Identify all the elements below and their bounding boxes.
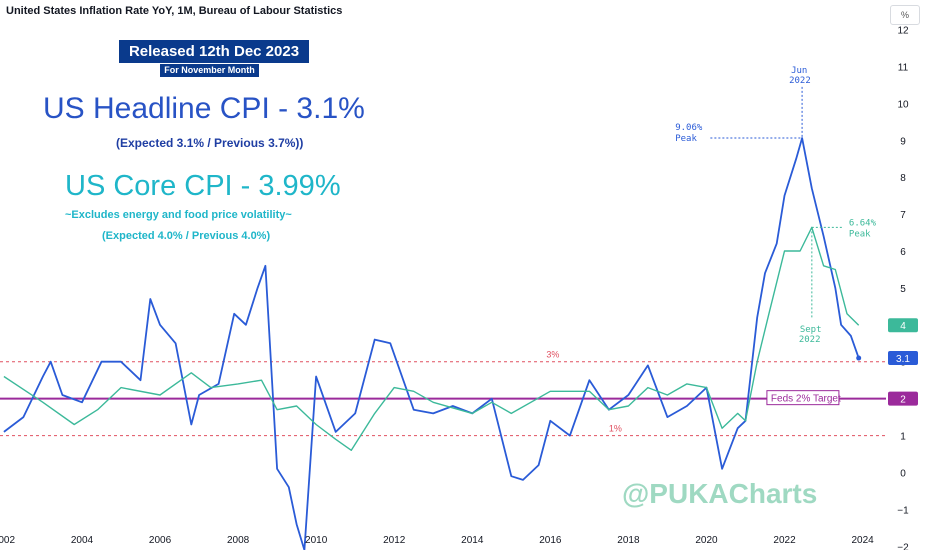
- last-value-badge-label: 3.1: [896, 354, 910, 365]
- y-tick-label: 1: [900, 432, 906, 443]
- last-value-badges: 43.12: [888, 318, 918, 406]
- last-point-marker: [856, 355, 862, 361]
- unit-selector[interactable]: %: [890, 5, 920, 25]
- peak-date-label: Jun: [791, 66, 807, 76]
- series-lines: [3, 137, 862, 550]
- series-line-core: [3, 226, 860, 451]
- core-cpi-title: US Core CPI - 3.99%: [65, 170, 341, 202]
- x-tick-label: 2010: [305, 535, 328, 546]
- y-tick-label: 11: [898, 62, 909, 73]
- reference-line-label: 1%: [609, 424, 622, 434]
- peak-date-label: 2022: [789, 76, 811, 86]
- watermark: @PUKACharts: [622, 478, 818, 509]
- release-subtitle: For November Month: [160, 64, 259, 77]
- y-tick-label: 10: [897, 99, 909, 110]
- peak-label: Peak: [849, 229, 871, 239]
- peak-label: Peak: [675, 134, 697, 144]
- x-tick-label: 2020: [695, 535, 718, 546]
- peak-date-label: Sept: [800, 325, 822, 335]
- peak-date-label: 2022: [799, 335, 821, 345]
- fed-target-label: Feds 2% Target: [771, 394, 841, 405]
- x-tick-label: 2008: [227, 535, 250, 546]
- x-tick-label: 2022: [773, 535, 796, 546]
- core-cpi-note: ~Excludes energy and food price volatili…: [65, 209, 292, 221]
- x-tick-label: 2018: [617, 535, 640, 546]
- y-tick-label: 0: [900, 468, 906, 479]
- y-tick-label: 12: [897, 26, 909, 37]
- x-tick-label: 2006: [149, 535, 172, 546]
- x-tick-label: 2004: [71, 535, 94, 546]
- chart-title: United States Inflation Rate YoY, 1M, Bu…: [6, 5, 343, 17]
- reference-lines: 3% 1% Feds 2% Target: [0, 350, 886, 437]
- y-tick-label: −2: [897, 542, 909, 550]
- last-value-badge: [888, 318, 918, 333]
- headline-cpi-title: US Headline CPI - 3.1%: [43, 92, 365, 125]
- x-tick-label: 2024: [851, 535, 874, 546]
- release-banner: Released 12th Dec 2023: [119, 40, 309, 63]
- y-tick-label: 5: [900, 284, 906, 295]
- y-axis: 1211109876543210−1−2: [897, 26, 909, 550]
- last-value-badge: [888, 391, 918, 406]
- x-tick-label: 2012: [383, 535, 406, 546]
- y-tick-label: 9: [900, 136, 906, 147]
- last-value-badge: [888, 351, 918, 366]
- headline-cpi-expectation: (Expected 3.1% / Previous 3.7%)): [116, 136, 304, 150]
- x-tick-label: 2014: [461, 535, 484, 546]
- series-line-headline: [3, 137, 860, 550]
- fed-target-label-box: [766, 390, 840, 406]
- core-cpi-expectation: (Expected 4.0% / Previous 4.0%): [102, 230, 271, 242]
- x-tick-label: 2016: [539, 535, 562, 546]
- y-tick-label: 7: [900, 210, 906, 221]
- y-tick-label: 6: [900, 247, 906, 258]
- y-tick-label: 8: [900, 173, 906, 184]
- last-value-badge-label: 2: [900, 395, 906, 406]
- peak-label: 9.06%: [675, 123, 703, 133]
- peak-label: 6.64%: [849, 218, 877, 228]
- last-value-badge-label: 4: [900, 321, 906, 332]
- reference-line-label: 3%: [546, 350, 559, 360]
- y-tick-label: −1: [897, 505, 909, 516]
